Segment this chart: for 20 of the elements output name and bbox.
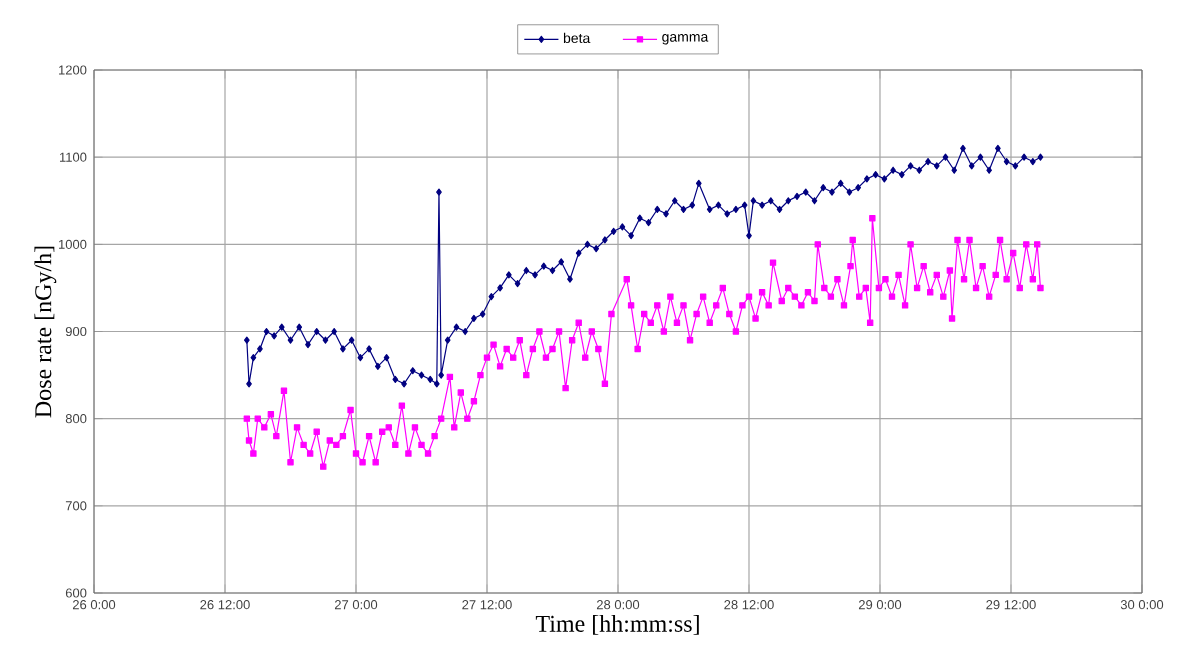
y-tick-label: 1200	[59, 65, 87, 75]
x-tick-label: 28 12:00	[724, 600, 774, 610]
x-tick-label: 27 12:00	[462, 600, 512, 610]
x-tick-label: 26 12:00	[200, 600, 250, 610]
y-tick-label: 1100	[59, 152, 87, 162]
y-axis-title: Dose rate [nGy/h]	[34, 246, 57, 418]
y-tick-label: 1000	[59, 239, 87, 249]
y-tick-label: 600	[65, 588, 87, 598]
x-axis-title: Time [hh:mm:ss]	[535, 615, 699, 635]
x-tick-label: 28 0:00	[596, 600, 640, 610]
legend-label: gamma	[662, 34, 709, 45]
x-tick-label: 27 0:00	[334, 600, 378, 610]
x-tick-label: 26 0:00	[72, 600, 116, 610]
x-tick-label: 29 12:00	[986, 600, 1036, 610]
x-tick-label: 30 0:00	[1120, 600, 1164, 610]
y-tick-label: 900	[65, 326, 87, 337]
y-tick-label: 800	[65, 414, 87, 424]
legend-label: beta	[563, 32, 591, 44]
y-tick-label: 700	[65, 501, 87, 511]
x-tick-label: 29 0:00	[858, 600, 902, 610]
